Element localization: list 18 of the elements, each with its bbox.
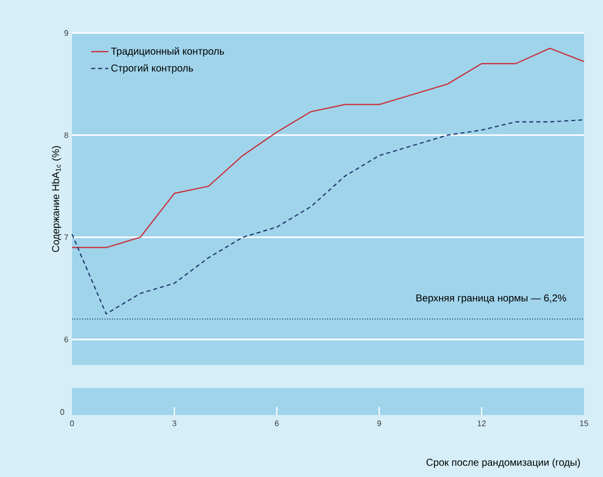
y-tick-label: 8 [64, 132, 68, 138]
y-tick-label: 6 [64, 336, 68, 342]
x-tick-label: 9 [377, 420, 382, 426]
text: 0 [60, 409, 64, 415]
line-series [71, 119, 585, 315]
y-tick-label: 9 [64, 30, 68, 36]
x-tick-label: 0 [70, 420, 74, 426]
ref-line-label: Верхняя граница нормы — 6,2% [416, 294, 566, 304]
x-tick-label: 6 [274, 420, 279, 426]
x-tick-label: 15 [580, 420, 588, 426]
x-axis-title: Срок после рандомизации (годы) [426, 458, 580, 468]
legend-label: Строгий контроль [111, 64, 194, 74]
x-tick-label: 3 [172, 420, 176, 426]
y-axis-title: Содержание HbA$_{1c}$ (%) [52, 146, 62, 252]
legend-label: Традиционный контроль [111, 47, 224, 57]
line-series [71, 48, 585, 248]
x-tick-label: 12 [478, 420, 486, 426]
y-tick-label: 7 [64, 234, 68, 240]
